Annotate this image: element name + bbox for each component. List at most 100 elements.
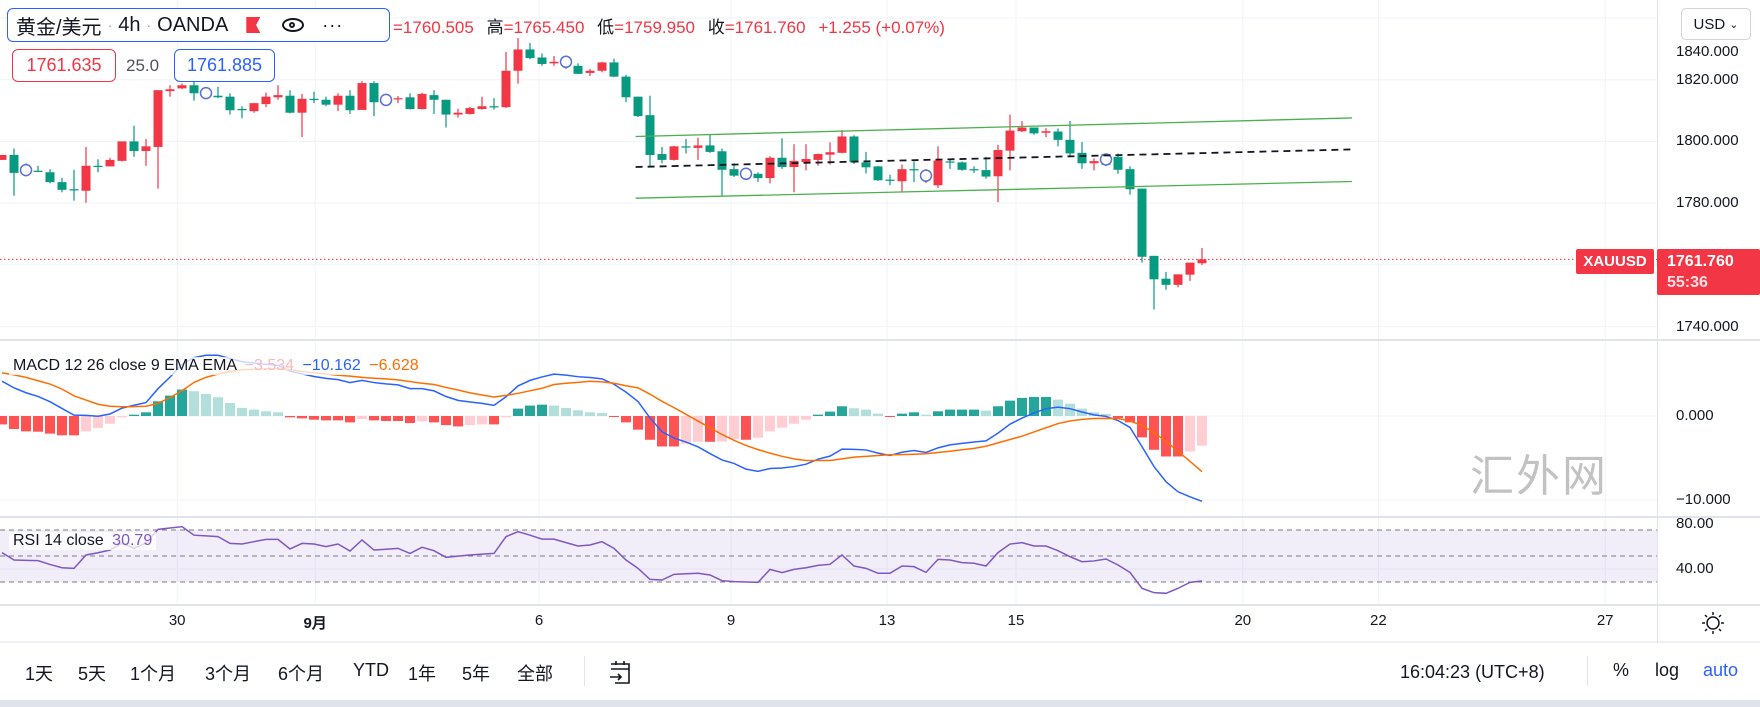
macd-histogram-bar xyxy=(69,416,79,436)
session-marker xyxy=(1099,153,1113,166)
candle xyxy=(69,169,79,201)
time-axis-label: 9月 xyxy=(303,615,327,632)
price-pane[interactable] xyxy=(0,38,1657,310)
macd-histogram-bar xyxy=(825,411,835,416)
candle-body xyxy=(69,189,79,191)
range-button[interactable]: 1年 xyxy=(408,664,437,684)
clock-timezone[interactable]: 16:04:23 (UTC+8) xyxy=(1400,662,1545,682)
auto-scale-button[interactable]: auto xyxy=(1703,660,1739,680)
candle xyxy=(717,148,727,197)
macd-histogram-bar xyxy=(225,402,235,416)
macd-histogram-bar xyxy=(1029,396,1039,416)
high-value: =1765.450 xyxy=(503,18,585,37)
range-button[interactable]: 6个月 xyxy=(278,664,325,684)
rsi-axis-label: 80.00 xyxy=(1676,515,1714,532)
candle-body xyxy=(297,98,307,113)
time-axis-label: 22 xyxy=(1370,612,1387,629)
candle xyxy=(909,161,919,183)
macd-histogram-bar xyxy=(717,416,727,442)
candle xyxy=(885,174,895,186)
candle xyxy=(429,90,439,114)
exchange: OANDA xyxy=(157,13,229,36)
log-scale-button[interactable]: log xyxy=(1655,660,1680,680)
time-axis-label: 27 xyxy=(1596,612,1614,629)
range-button[interactable]: 1天 xyxy=(25,664,54,684)
candle xyxy=(573,63,583,74)
candle xyxy=(765,156,775,184)
candle xyxy=(321,96,331,107)
macd-histogram-bar xyxy=(153,401,163,416)
macd-histogram-bar xyxy=(261,411,271,416)
signal-line xyxy=(1,368,1203,473)
candle-body xyxy=(1173,274,1183,285)
more-icon[interactable]: ··· xyxy=(322,14,344,35)
percent-scale-button[interactable]: % xyxy=(1613,660,1630,680)
candle xyxy=(597,61,607,73)
range-button[interactable]: 5天 xyxy=(78,664,107,684)
candle xyxy=(537,53,547,66)
symbol-legend[interactable]: 黄金/美元 · 4h · OANDA ··· xyxy=(7,8,390,42)
candle xyxy=(1197,247,1207,265)
candle-body xyxy=(141,146,151,151)
candle xyxy=(645,95,655,166)
buy-button[interactable]: 1761.885 xyxy=(174,49,275,82)
macd-histogram-bar xyxy=(1125,416,1135,423)
macd-histogram-bar xyxy=(405,416,415,424)
candle-body xyxy=(573,65,583,74)
candle-body xyxy=(549,61,559,64)
currency-selector[interactable]: USD ⌄ xyxy=(1681,8,1751,40)
range-button[interactable]: 5年 xyxy=(462,664,491,684)
macd-histogram-bar xyxy=(213,397,223,416)
macd-pane[interactable] xyxy=(0,354,1207,503)
candle-body xyxy=(165,89,175,92)
candle xyxy=(633,96,643,118)
candle-body xyxy=(885,179,895,181)
candle xyxy=(57,177,67,193)
macd-histogram-bar xyxy=(45,416,55,434)
macd-histogram-bar xyxy=(981,410,991,416)
candle xyxy=(609,58,619,78)
rsi-pane[interactable] xyxy=(0,525,1657,595)
candle xyxy=(1089,158,1099,171)
goto-date-icon[interactable] xyxy=(607,659,635,687)
range-button[interactable]: 全部 xyxy=(517,664,553,684)
candle xyxy=(969,166,979,173)
candle xyxy=(1053,128,1063,147)
chart-canvas[interactable] xyxy=(0,0,1760,643)
macd-histogram-bar xyxy=(477,416,487,425)
candle-body xyxy=(981,170,991,177)
candle xyxy=(621,74,631,103)
candle-body xyxy=(765,157,775,179)
candle-body xyxy=(489,106,499,108)
macd-histogram-bar xyxy=(1185,416,1195,452)
candle-body xyxy=(93,165,103,167)
candle-body xyxy=(1185,262,1195,275)
range-button[interactable]: YTD xyxy=(353,660,389,680)
macd-signal-value: −6.628 xyxy=(369,357,419,374)
interval[interactable]: 4h xyxy=(118,13,141,36)
candle xyxy=(945,159,955,169)
range-button[interactable]: 3个月 xyxy=(205,664,252,684)
candle xyxy=(465,106,475,115)
candle-body xyxy=(849,136,859,163)
candle xyxy=(129,125,139,157)
macd-histogram-bar xyxy=(813,414,823,416)
theme-sun-icon[interactable] xyxy=(1701,611,1725,635)
sell-button[interactable]: 1761.635 xyxy=(12,49,116,82)
channel-lower-line xyxy=(635,180,1353,199)
flag-icon[interactable] xyxy=(246,17,261,33)
candle xyxy=(681,138,691,154)
candle-body xyxy=(237,109,247,111)
candle xyxy=(225,93,235,115)
macd-line xyxy=(1,354,1203,503)
candle-body xyxy=(825,152,835,155)
candle xyxy=(1185,262,1195,281)
eye-icon[interactable] xyxy=(282,18,305,32)
symbol-name[interactable]: 黄金/美元 xyxy=(16,16,102,39)
candle xyxy=(249,103,259,113)
rsi-legend[interactable]: RSI 14 close 30.79 xyxy=(9,532,157,550)
candle xyxy=(165,85,175,97)
macd-legend[interactable]: MACD 12 26 close 9 EMA EMA −3.534 −10.16… xyxy=(9,357,423,375)
range-button[interactable]: 1个月 xyxy=(130,664,177,684)
candle-body xyxy=(417,93,427,110)
